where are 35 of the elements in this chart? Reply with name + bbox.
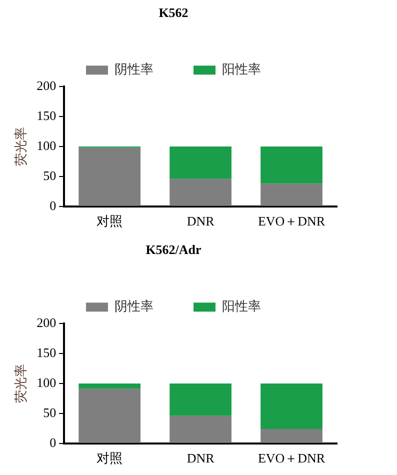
bar — [170, 384, 232, 416]
y-tick-label: 200 — [36, 78, 56, 94]
bar — [78, 148, 141, 206]
bar — [170, 416, 232, 443]
bar — [170, 146, 232, 179]
x-tick-label: DNR — [186, 214, 215, 229]
y-axis-title: 荧光率 — [13, 364, 30, 403]
chart-title: K562 — [158, 5, 188, 20]
y-tick-label: 50 — [43, 404, 56, 420]
bar — [260, 146, 322, 184]
y-axis-title: 荧光率 — [13, 127, 30, 166]
bar — [260, 384, 322, 430]
y-tick-label: 150 — [36, 108, 56, 123]
legend-label: 阴性率 — [114, 61, 154, 78]
y-tick-label: 0 — [50, 434, 56, 450]
x-tick-label: 对照 — [96, 450, 123, 466]
legend-label: 阳性率 — [222, 61, 261, 78]
bar — [260, 429, 322, 443]
y-tick-label: 200 — [36, 315, 56, 330]
chart-title: K562/Adr — [146, 242, 202, 258]
y-tick-label: 0 — [50, 198, 56, 213]
x-tick-label: EVO＋DNR — [258, 214, 326, 229]
y-tick-label: 50 — [43, 168, 56, 183]
y-tick-label: 100 — [36, 374, 56, 390]
bar — [170, 178, 232, 206]
x-tick-label: DNR — [186, 450, 215, 466]
legend-label: 阴性率 — [114, 298, 154, 314]
bar — [78, 388, 141, 443]
legend-label: 阳性率 — [222, 298, 261, 314]
bar — [260, 184, 322, 206]
bar — [78, 384, 141, 389]
y-tick-label: 100 — [36, 138, 56, 153]
y-tick-label: 150 — [36, 344, 56, 360]
x-tick-label: EVO＋DNR — [258, 450, 326, 466]
x-tick-label: 对照 — [96, 214, 123, 229]
